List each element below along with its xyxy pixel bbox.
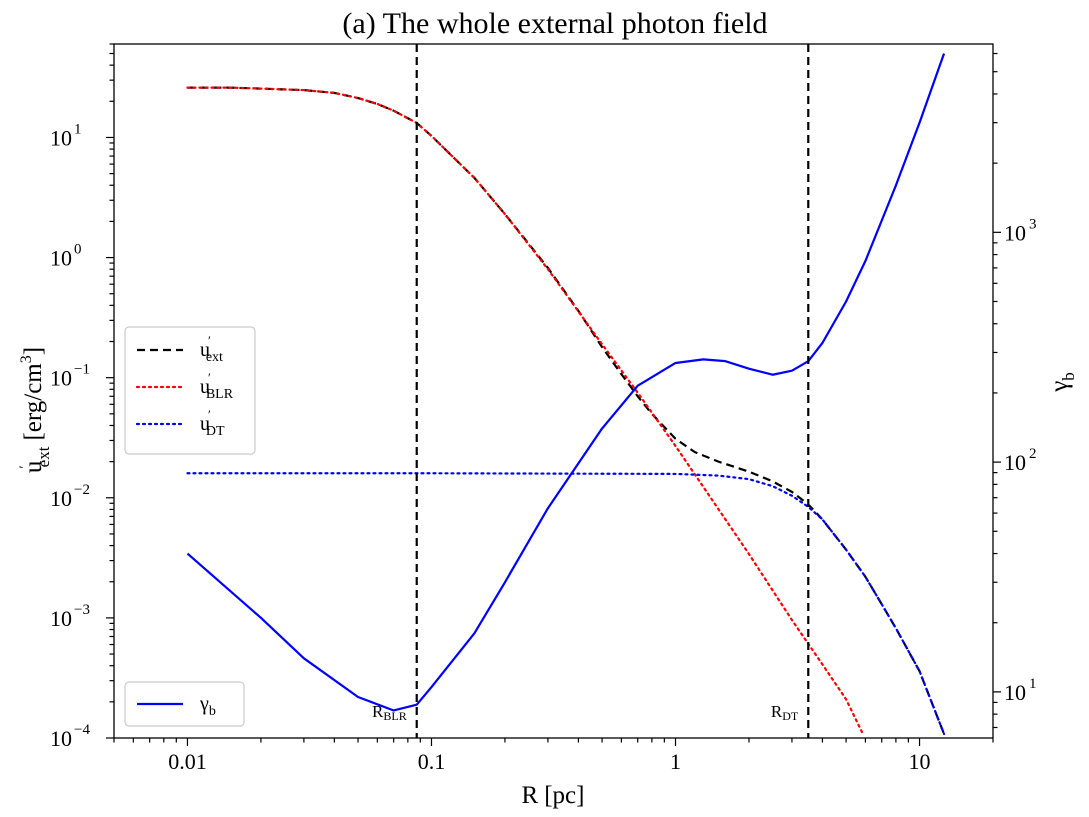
y-left-tick-label: 10 bbox=[50, 246, 72, 271]
legend-lower-box bbox=[124, 681, 245, 727]
legend-upper-box bbox=[124, 326, 256, 455]
vline-label-r-blr: RBLR bbox=[372, 702, 407, 723]
legend-label-u-blr: u′ BLR bbox=[200, 370, 234, 402]
x-tick-label: 10 bbox=[909, 749, 931, 774]
x-axis-label: R [pc] bbox=[522, 782, 585, 809]
y-left-axis-label: u′ext[erg/cm3] bbox=[17, 347, 53, 473]
legend-upper: u′ ext u′ BLR u′ DT bbox=[124, 326, 256, 455]
y-left-tick-exponent: −2 bbox=[74, 482, 90, 498]
legend-label-u-dt: u′ DT bbox=[200, 407, 225, 439]
y-right-axis-label: γb bbox=[1046, 372, 1078, 393]
x-tick-label: 1 bbox=[670, 749, 681, 774]
y-left-tick-exponent: 1 bbox=[74, 121, 82, 137]
legend-label-u-ext: u′ ext bbox=[200, 333, 223, 365]
y-right-tick-exponent: 2 bbox=[1029, 446, 1037, 462]
y-right-tick-label: 10 bbox=[1004, 680, 1026, 705]
y-left-tick-exponent: −4 bbox=[74, 722, 90, 738]
y-left-tick-label: 10 bbox=[50, 726, 72, 751]
y-right-tick-label: 10 bbox=[1004, 450, 1026, 475]
x-tick-label: 0.1 bbox=[418, 749, 446, 774]
plot-frame bbox=[113, 43, 994, 739]
legend-label-gamma-b: γb bbox=[199, 693, 216, 719]
y-left-tick-exponent: −3 bbox=[74, 602, 90, 618]
chart-title: (a) The whole external photon field bbox=[342, 7, 767, 40]
series-line-gamma-b bbox=[186, 53, 946, 712]
series-line-u-blr bbox=[186, 86, 865, 737]
series-line-u-dt bbox=[186, 472, 946, 736]
legend-lower: γb bbox=[124, 681, 245, 727]
y-right-tick-exponent: 1 bbox=[1029, 676, 1037, 692]
y-right-tick-exponent: 3 bbox=[1029, 216, 1037, 232]
series-line-u-ext bbox=[187, 86, 946, 735]
y-left-tick-label: 10 bbox=[50, 366, 72, 391]
vline-label-r-dt: RDT bbox=[771, 702, 799, 723]
x-tick-label: 0.01 bbox=[168, 749, 207, 774]
y-left-tick-label: 10 bbox=[50, 125, 72, 150]
y-left-tick-exponent: −1 bbox=[74, 362, 90, 378]
y-right-tick-label: 10 bbox=[1004, 220, 1026, 245]
y-left-tick-label: 10 bbox=[50, 486, 72, 511]
y-left-tick-exponent: 0 bbox=[74, 242, 82, 258]
y-left-tick-label: 10 bbox=[50, 606, 72, 631]
